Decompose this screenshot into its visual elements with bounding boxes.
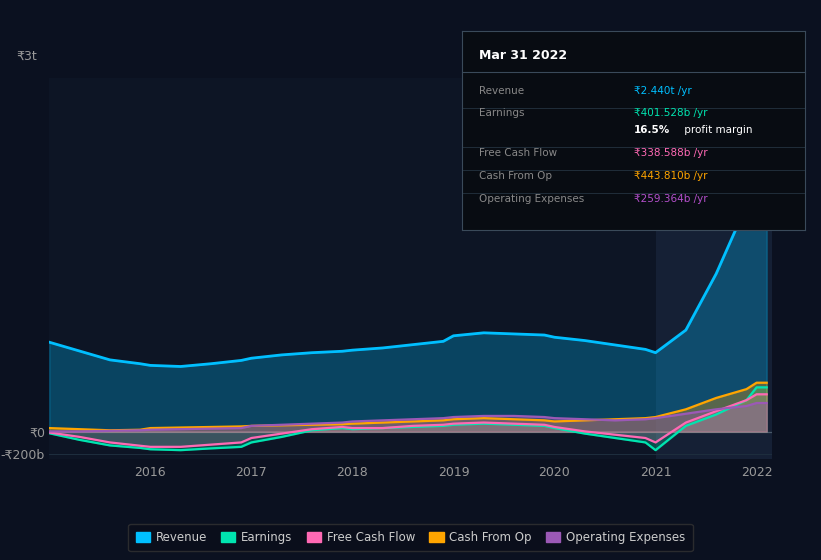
- Text: ₹401.528b /yr: ₹401.528b /yr: [634, 108, 708, 118]
- Text: Cash From Op: Cash From Op: [479, 171, 553, 181]
- Text: ₹338.588b /yr: ₹338.588b /yr: [634, 148, 708, 158]
- Text: ₹259.364b /yr: ₹259.364b /yr: [634, 194, 708, 204]
- Text: ₹443.810b /yr: ₹443.810b /yr: [634, 171, 708, 181]
- Text: Revenue: Revenue: [479, 86, 525, 96]
- Text: Operating Expenses: Operating Expenses: [479, 194, 585, 204]
- Text: Free Cash Flow: Free Cash Flow: [479, 148, 557, 158]
- Bar: [655, 78, 772, 459]
- Text: 16.5%: 16.5%: [634, 125, 670, 135]
- Text: ₹3t: ₹3t: [16, 50, 38, 63]
- Text: profit margin: profit margin: [681, 125, 753, 135]
- Text: Earnings: Earnings: [479, 108, 525, 118]
- Text: ₹2.440t /yr: ₹2.440t /yr: [634, 86, 691, 96]
- Text: Mar 31 2022: Mar 31 2022: [479, 49, 567, 62]
- Legend: Revenue, Earnings, Free Cash Flow, Cash From Op, Operating Expenses: Revenue, Earnings, Free Cash Flow, Cash …: [128, 524, 693, 551]
